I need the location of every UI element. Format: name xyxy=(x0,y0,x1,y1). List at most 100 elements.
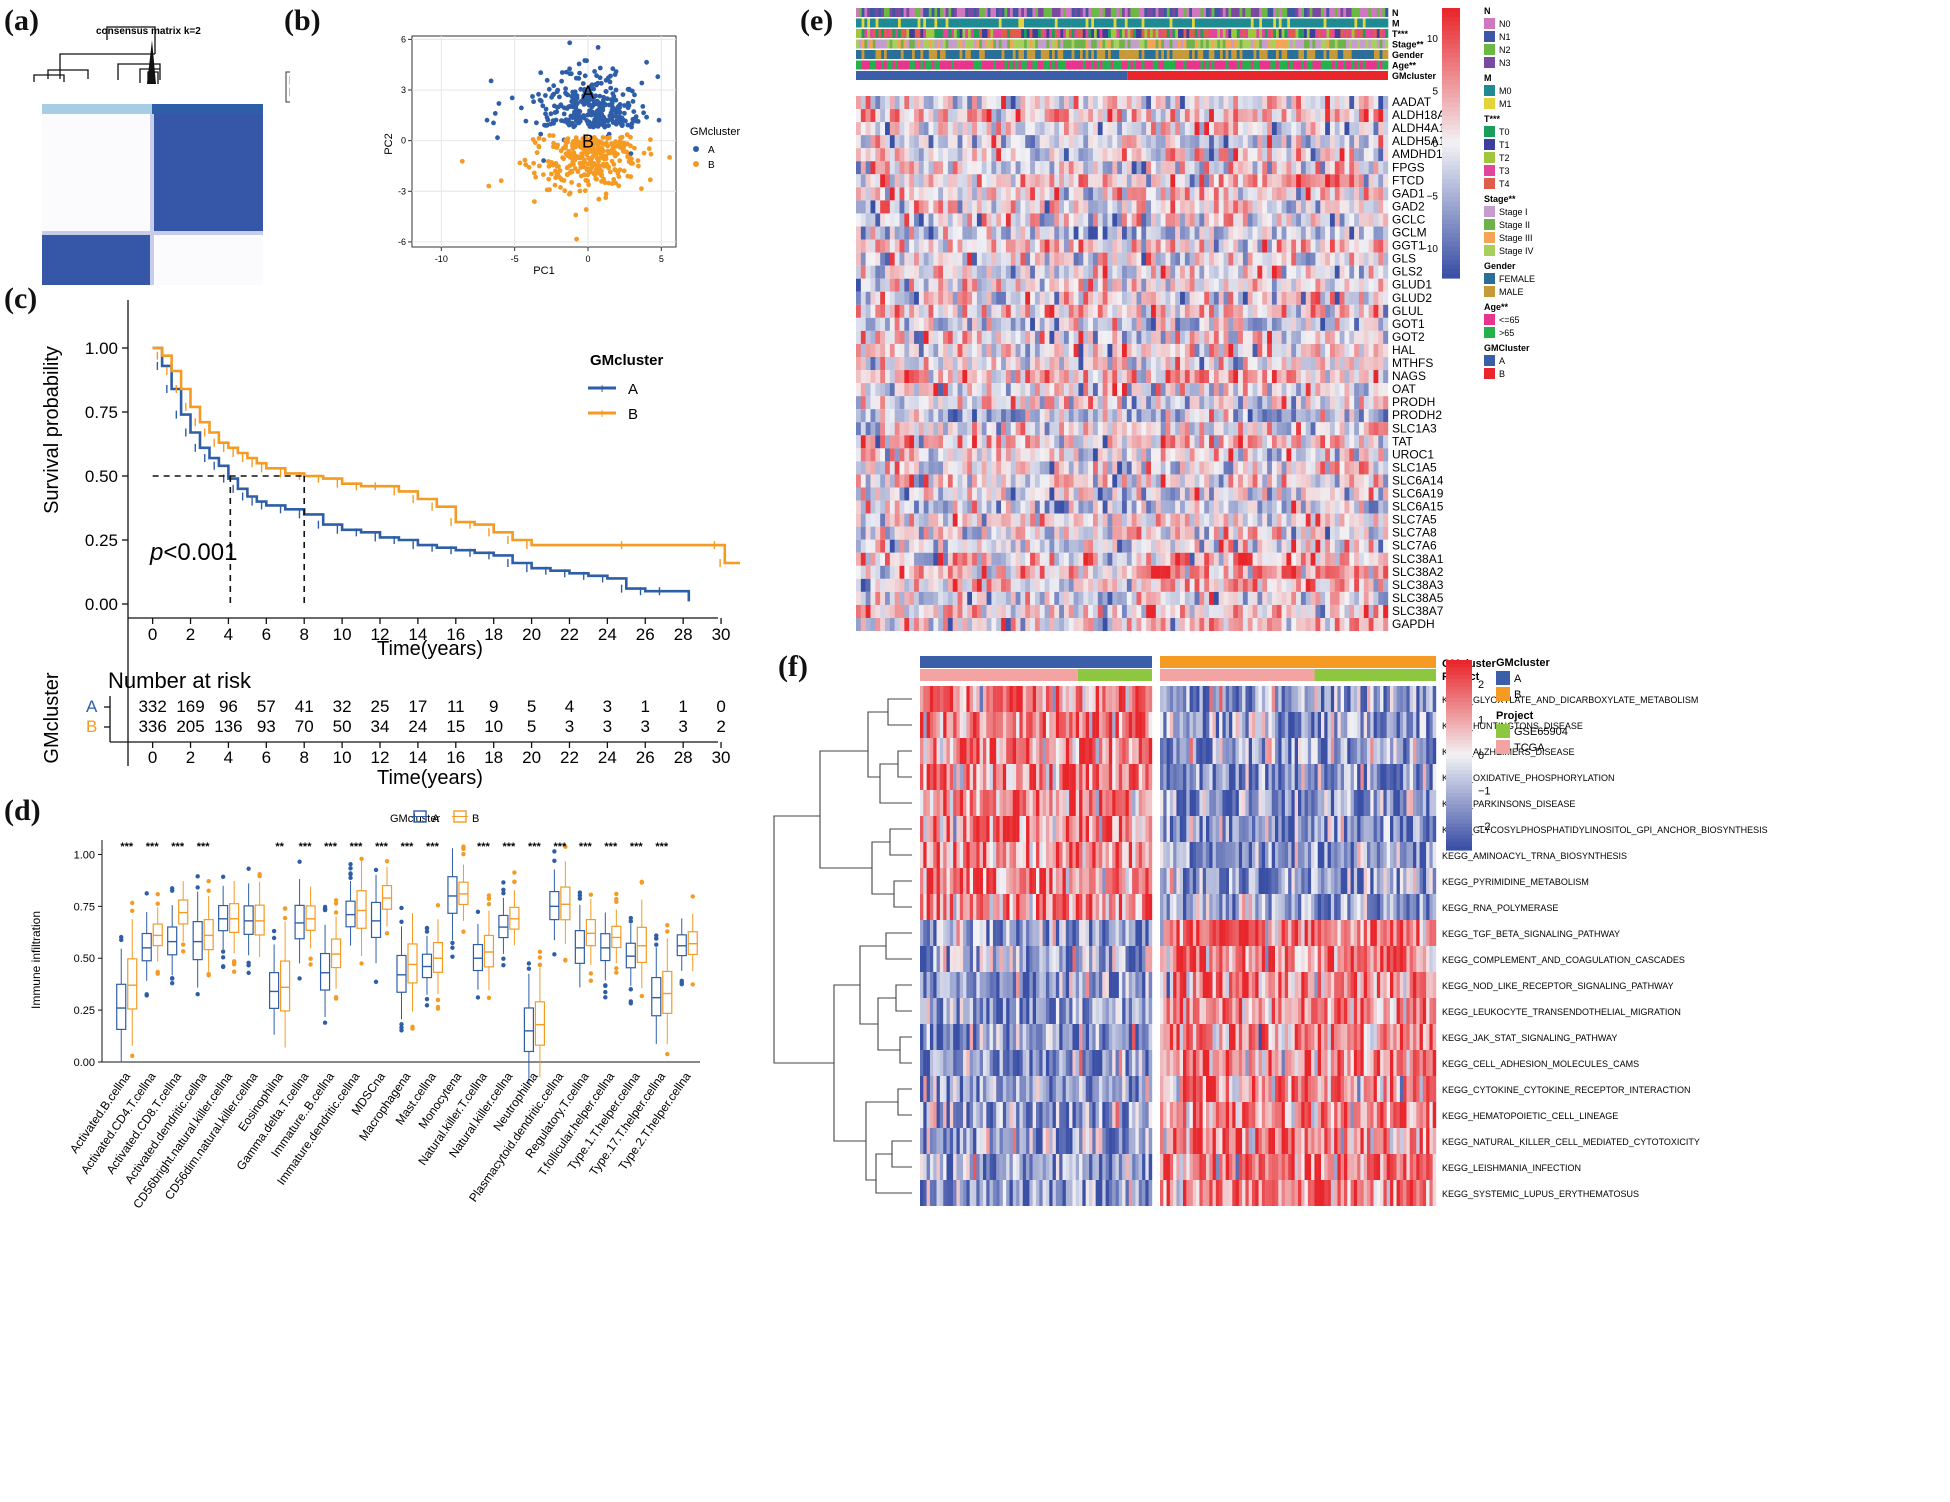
box-a xyxy=(141,932,152,962)
heatmap-e-annotation-cell xyxy=(1116,50,1120,59)
heatmap-e-cell xyxy=(1368,174,1374,188)
box-b xyxy=(280,960,291,1012)
heatmap-e-cell xyxy=(1339,187,1345,201)
heatmap-e-cell xyxy=(875,187,881,201)
heatmap-e-cell xyxy=(1209,148,1215,162)
heatmap-e-cell xyxy=(1039,291,1045,305)
box-outlier-a xyxy=(424,929,430,934)
heatmap-e-cell xyxy=(1262,357,1268,371)
heatmap-e-cell xyxy=(1247,239,1253,253)
heatmap-e-cell xyxy=(928,96,934,110)
heatmap-e-cell xyxy=(1238,317,1244,331)
heatmap-e-cell xyxy=(1305,304,1311,318)
heatmap-e-annotation-cell xyxy=(951,18,955,28)
heatmap-e-cell xyxy=(923,357,929,371)
heatmap-e-cell xyxy=(1209,343,1215,357)
heatmap-e-cell xyxy=(1315,317,1321,331)
heatmap-e-cell xyxy=(1378,122,1384,136)
heatmap-e-cell xyxy=(1184,370,1190,384)
heatmap-e-cell xyxy=(1107,122,1113,136)
heatmap-e-cell xyxy=(1257,383,1263,397)
heatmap-e-annotation-cell xyxy=(934,29,938,38)
heatmap-e-cell xyxy=(1078,370,1084,384)
heatmap-e-cell xyxy=(996,187,1002,201)
heatmap-e-annotation-cell xyxy=(1365,39,1369,49)
heatmap-e-annotation-cell xyxy=(1242,29,1246,38)
heatmap-e-annotation-cell xyxy=(984,8,988,17)
heatmap-e-cell xyxy=(1107,265,1113,279)
heatmap-e-cell xyxy=(1107,135,1113,149)
heatmap-e-cell xyxy=(1001,357,1007,371)
heatmap-e-cell xyxy=(894,370,900,384)
heatmap-e-cell xyxy=(1358,317,1365,331)
heatmap-e-cell xyxy=(894,317,900,331)
heatmap-e-cell xyxy=(914,109,920,123)
heatmap-e-annotation-cell xyxy=(1147,50,1151,59)
heatmap-e-cell xyxy=(1228,357,1234,371)
heatmap-e-cell xyxy=(909,357,915,371)
heatmap-e-cell xyxy=(1020,187,1026,201)
heatmap-e-cell xyxy=(957,330,963,344)
heatmap-e-cell xyxy=(1184,109,1190,123)
heatmap-e-cell xyxy=(1122,265,1128,279)
heatmap-e-cell xyxy=(1170,291,1176,305)
heatmap-e-cell xyxy=(1238,174,1244,188)
heatmap-e-annotation-cell xyxy=(1166,39,1170,49)
heatmap-e-annotation-cell xyxy=(875,29,879,38)
heatmap-e-annotation-cell xyxy=(996,60,1000,70)
pca-point-b xyxy=(639,186,644,192)
pca-point-a xyxy=(564,91,569,97)
heatmap-e-cell xyxy=(1238,135,1244,149)
heatmap-e-cell xyxy=(1117,265,1123,279)
heatmap-e-annotation-cell xyxy=(1032,18,1036,28)
heatmap-e-annotation-cell xyxy=(1281,8,1285,17)
heatmap-e-cell xyxy=(1151,252,1157,266)
heatmap-e-cell xyxy=(894,239,900,253)
heatmap-e-cell xyxy=(1155,96,1161,110)
pca-point-b xyxy=(583,207,589,212)
box-outlier-a xyxy=(271,935,277,941)
pca-point-a xyxy=(598,80,604,86)
heatmap-e-cell xyxy=(1262,252,1268,266)
heatmap-e-cell xyxy=(914,122,920,136)
heatmap-e-cell xyxy=(1131,383,1137,397)
heatmap-e-cell xyxy=(1030,291,1036,305)
heatmap-e-annotation-cell xyxy=(920,60,924,70)
heatmap-e-cell xyxy=(1155,291,1161,305)
heatmap-e-annotation-cell xyxy=(1032,60,1036,70)
heatmap-e-annotation-cell xyxy=(1082,29,1086,38)
heatmap-e-cell xyxy=(1146,304,1152,318)
heatmap-e-cell xyxy=(1339,161,1345,175)
risk-value-a: 9 xyxy=(489,697,498,716)
heatmap-e-cell xyxy=(996,148,1002,162)
heatmap-e-cell xyxy=(1170,109,1176,123)
heatmap-e-cell xyxy=(1329,370,1335,384)
heatmap-e-cell xyxy=(1310,330,1316,344)
heatmap-e-cell xyxy=(1189,317,1195,331)
pca-point-a xyxy=(597,65,603,71)
pca-point-b xyxy=(586,182,591,188)
heatmap-e-cell xyxy=(1349,122,1355,136)
heatmap-e-annotation-cell xyxy=(959,29,963,38)
heatmap-e-annotation-cell xyxy=(858,29,862,38)
heatmap-e-annotation-cell xyxy=(945,8,949,17)
heatmap-e-cell xyxy=(1030,278,1036,292)
heatmap-e-cell xyxy=(1068,383,1074,397)
heatmap-e-cell xyxy=(1218,239,1224,253)
heatmap-e-annotation-cell xyxy=(1200,39,1204,49)
km-pvalue-p: p xyxy=(149,539,163,566)
heatmap-e-annotation-cell xyxy=(1208,8,1212,17)
heatmap-e-cell xyxy=(981,343,987,357)
heatmap-e-cell xyxy=(1136,174,1142,188)
heatmap-e-annotation-cell xyxy=(1200,50,1204,59)
heatmap-e-cell xyxy=(1242,135,1248,149)
pca-point-b xyxy=(530,137,536,142)
heatmap-e-cell xyxy=(1131,187,1137,201)
box-legend-b: B xyxy=(472,813,479,825)
heatmap-e-annotation-cell xyxy=(1267,39,1271,49)
pca-point-a xyxy=(531,99,536,105)
heatmap-e-cell xyxy=(1001,148,1007,162)
km-legend-title: GMcluster xyxy=(590,352,664,369)
heatmap-e-cell xyxy=(1378,161,1384,175)
heatmap-e-cell xyxy=(1291,330,1297,344)
